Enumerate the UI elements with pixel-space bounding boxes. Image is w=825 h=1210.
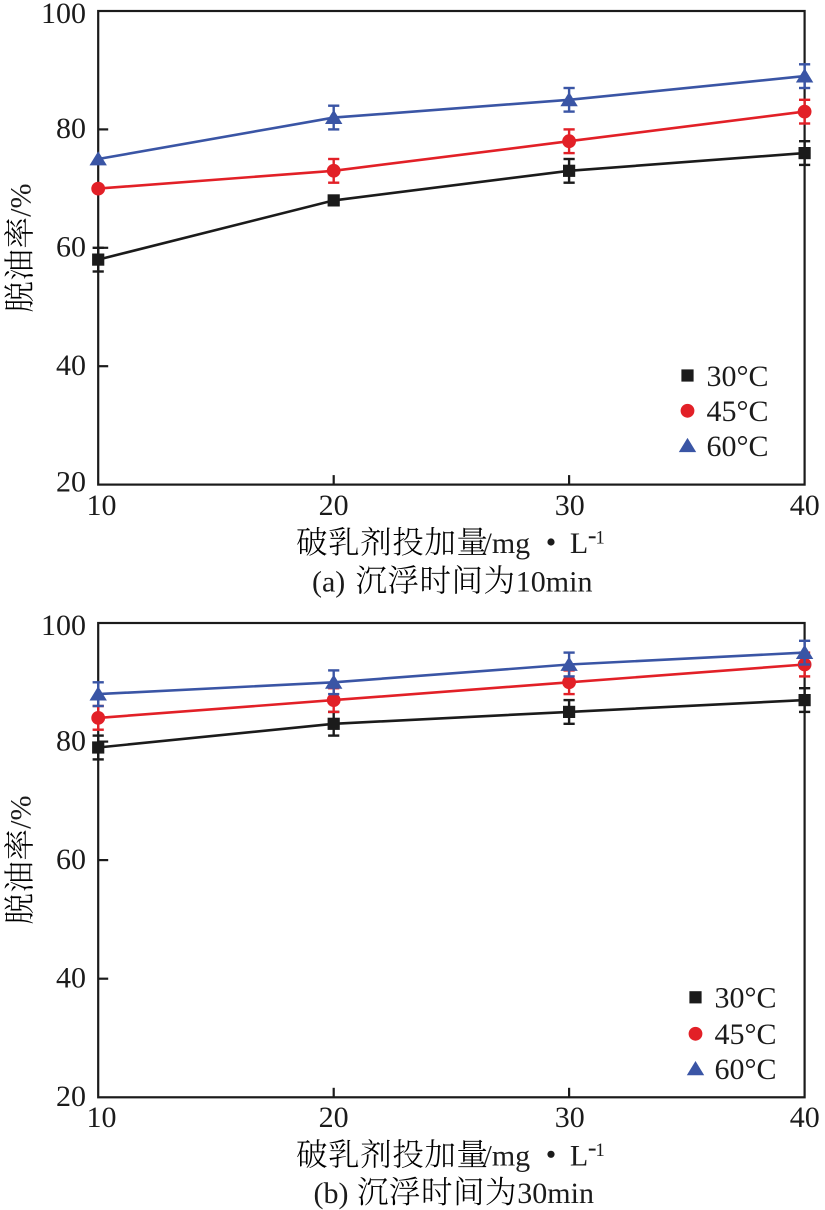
- svg-text:45°C: 45°C: [715, 1018, 777, 1051]
- svg-text:L: L: [570, 527, 588, 560]
- svg-text:/%: /%: [5, 795, 38, 828]
- svg-text:20: 20: [319, 489, 349, 522]
- svg-text:60°C: 60°C: [715, 1053, 777, 1086]
- svg-text:30°C: 30°C: [707, 360, 769, 393]
- svg-text:40: 40: [56, 962, 86, 995]
- svg-text:/mg: /mg: [484, 527, 531, 560]
- svg-text:1: 1: [596, 529, 605, 549]
- svg-text:40: 40: [790, 1101, 820, 1134]
- svg-text:20: 20: [319, 1101, 349, 1134]
- svg-text:30: 30: [555, 489, 585, 522]
- svg-text:60: 60: [56, 843, 86, 876]
- svg-text:40: 40: [790, 489, 820, 522]
- svg-text:(b): (b): [314, 1177, 349, 1210]
- svg-text:20: 20: [56, 465, 86, 498]
- svg-text:(a): (a): [312, 566, 345, 599]
- svg-text:/%: /%: [5, 183, 38, 216]
- svg-text:L: L: [570, 1140, 588, 1173]
- svg-text:60°C: 60°C: [707, 430, 769, 463]
- svg-text:45°C: 45°C: [707, 395, 769, 428]
- svg-text:/mg: /mg: [484, 1140, 531, 1173]
- svg-text:30: 30: [555, 1101, 585, 1134]
- svg-text:30°C: 30°C: [715, 982, 777, 1015]
- svg-text:10: 10: [87, 489, 117, 522]
- svg-text:80: 80: [56, 724, 86, 757]
- svg-text:100: 100: [41, 609, 86, 642]
- svg-text:60: 60: [56, 231, 86, 264]
- svg-text:10min: 10min: [516, 566, 593, 599]
- svg-text:10: 10: [87, 1101, 117, 1134]
- svg-text:20: 20: [56, 1080, 86, 1113]
- svg-text:100: 100: [41, 0, 86, 30]
- svg-text:40: 40: [56, 349, 86, 382]
- svg-text:80: 80: [56, 112, 86, 145]
- svg-text:1: 1: [596, 1141, 605, 1161]
- svg-text:30min: 30min: [517, 1177, 594, 1210]
